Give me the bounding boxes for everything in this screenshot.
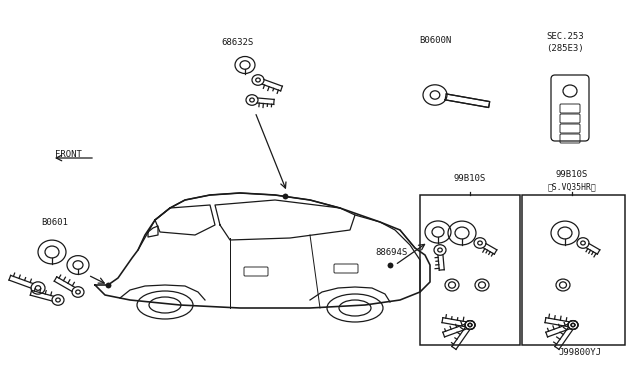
Text: B0600N: B0600N xyxy=(419,36,451,45)
Text: 99B10S: 99B10S xyxy=(556,170,588,179)
Text: J99800YJ: J99800YJ xyxy=(559,348,602,357)
Text: B0601: B0601 xyxy=(42,218,68,227)
Text: 〈S.VQ35HR〉: 〈S.VQ35HR〉 xyxy=(548,182,596,191)
Text: SEC.253: SEC.253 xyxy=(546,32,584,41)
Text: 88694S: 88694S xyxy=(376,248,408,257)
Bar xyxy=(420,195,520,345)
Bar xyxy=(522,195,625,345)
Text: (285E3): (285E3) xyxy=(546,44,584,53)
Text: 99B10S: 99B10S xyxy=(454,174,486,183)
Text: 68632S: 68632S xyxy=(222,38,254,47)
Text: FRONT: FRONT xyxy=(54,150,81,159)
